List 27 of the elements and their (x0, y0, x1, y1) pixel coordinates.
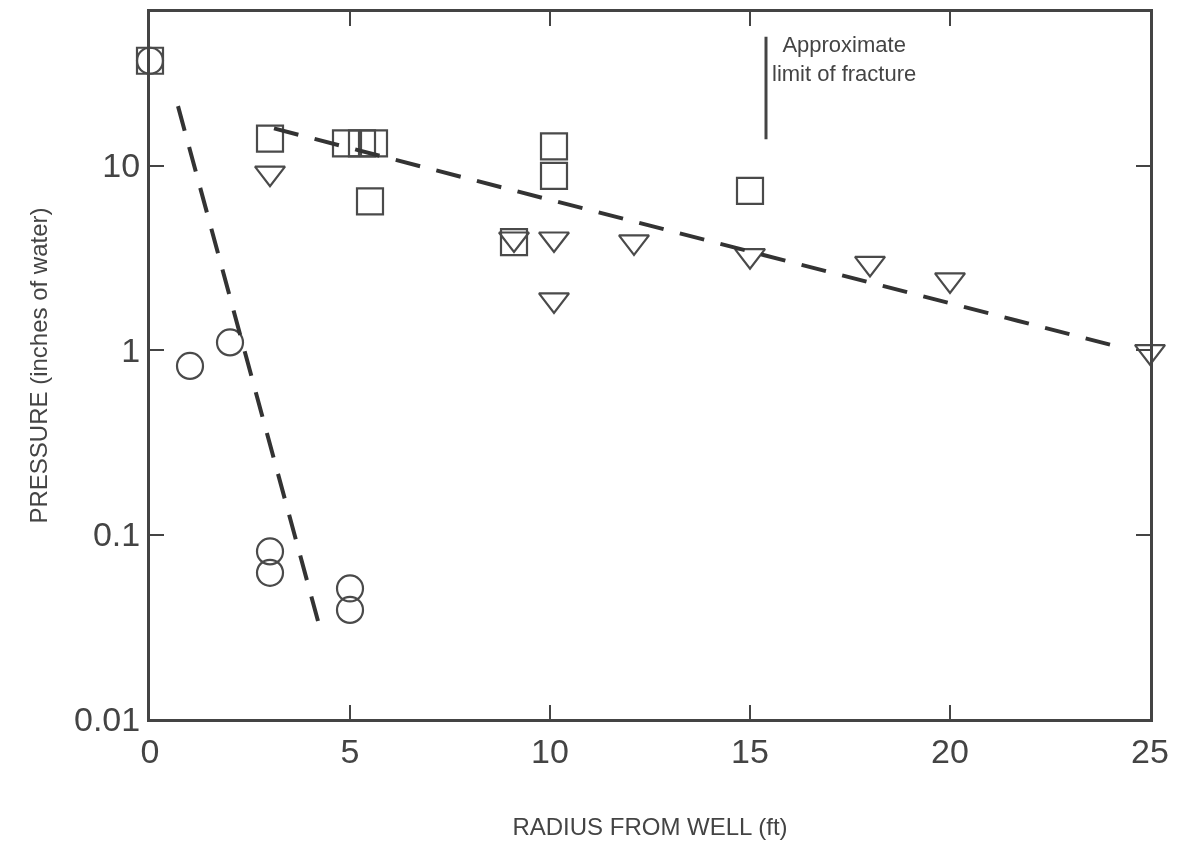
x-tick-label: 5 (340, 731, 360, 770)
ref-line-label: Approximate limit of fracture (772, 32, 917, 86)
x-axis-title: RADIUS FROM WELL (ft) (512, 813, 788, 841)
point (355, 187, 385, 216)
point (175, 351, 205, 381)
point (539, 132, 569, 161)
x-tick-label: 0 (140, 731, 160, 770)
x-tick-label: 25 (1131, 731, 1169, 770)
point (359, 129, 389, 158)
point (735, 176, 765, 205)
y-tick-label: 10 (102, 146, 141, 185)
x-tick-label: 15 (731, 731, 769, 770)
x-tick-label: 10 (531, 731, 569, 770)
point (539, 161, 569, 190)
point (331, 129, 361, 158)
point (255, 558, 285, 587)
y-axis-title: PRESSURE (inches of water) (25, 207, 53, 524)
point (347, 129, 377, 158)
y-tick-label: 0.01 (74, 699, 141, 738)
y-tick-label: 0.1 (92, 515, 141, 554)
point (215, 328, 245, 357)
point (255, 537, 285, 566)
x-tick-label: 20 (931, 731, 969, 770)
point (335, 574, 365, 603)
point (255, 124, 285, 153)
point (335, 595, 365, 625)
y-tick-label: 1 (121, 330, 141, 369)
